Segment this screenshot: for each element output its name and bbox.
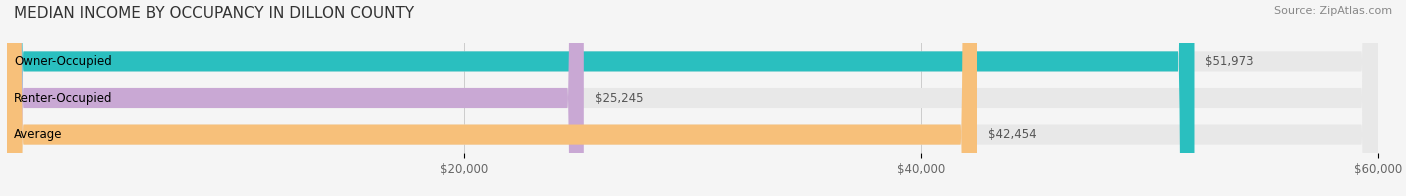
FancyBboxPatch shape [7, 0, 1378, 196]
Text: MEDIAN INCOME BY OCCUPANCY IN DILLON COUNTY: MEDIAN INCOME BY OCCUPANCY IN DILLON COU… [14, 6, 415, 21]
FancyBboxPatch shape [7, 0, 1195, 196]
Text: Source: ZipAtlas.com: Source: ZipAtlas.com [1274, 6, 1392, 16]
FancyBboxPatch shape [7, 0, 583, 196]
Text: Average: Average [14, 128, 62, 141]
Text: Owner-Occupied: Owner-Occupied [14, 55, 111, 68]
FancyBboxPatch shape [7, 0, 977, 196]
FancyBboxPatch shape [7, 0, 1378, 196]
FancyBboxPatch shape [7, 0, 1378, 196]
Text: Renter-Occupied: Renter-Occupied [14, 92, 112, 104]
Text: $51,973: $51,973 [1205, 55, 1254, 68]
Text: $42,454: $42,454 [988, 128, 1036, 141]
Text: $25,245: $25,245 [595, 92, 644, 104]
